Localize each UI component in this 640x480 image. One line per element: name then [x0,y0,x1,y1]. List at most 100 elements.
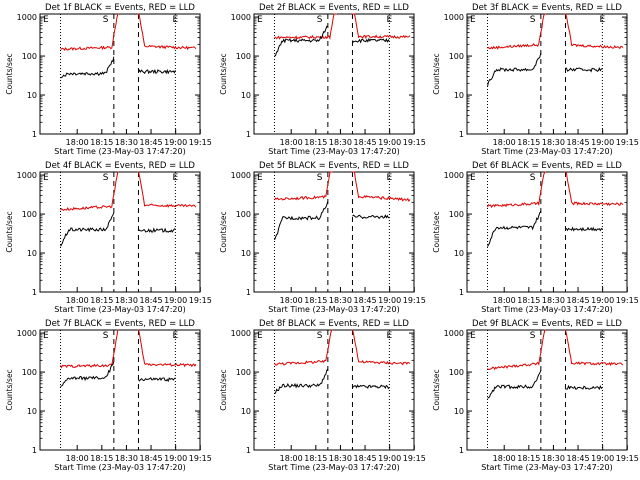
y-axis-label: Counts/sec [432,53,441,94]
x-tick-label: 19:00 [378,138,401,147]
x-tick-label: 18:15 [90,454,113,463]
y-axis-label: Counts/sec [5,211,14,252]
chart-panel: Det 8f BLACK = Events, RED = LLD 1 10 100 10… [219,319,426,472]
series-lld-red [274,13,411,40]
chart-panel: Det 4f BLACK = Events, RED = LLD 1 10 100 10… [5,161,212,314]
marker-s: S [530,15,536,25]
series-lld-red [60,329,197,369]
chart-title: Det 1f BLACK = Events, RED = LLD [45,3,195,13]
x-tick-label: 19:00 [591,296,614,305]
y-axis-label: Counts/sec [219,53,228,94]
x-tick-label: 19:15 [189,454,212,463]
marker-e: E [387,331,393,341]
marker-s: S [103,173,109,183]
y-tick-label: 10 [241,407,251,416]
y-axis-label: Counts/sec [219,211,228,252]
chart-panel: Det 7f BLACK = Events, RED = LLD 1 10 100 10… [5,319,212,472]
x-tick-label: 18:30 [542,138,565,147]
marker-s: S [103,331,109,341]
marker-e: E [387,173,393,183]
x-tick-label: 18:30 [542,296,565,305]
y-tick-label: 100 [449,52,464,61]
x-tick-label: 18:00 [493,138,516,147]
chart-title: Det 9f BLACK = Events, RED = LLD [472,319,622,329]
series-events-black [60,361,176,387]
x-tick-label: 18:00 [280,454,303,463]
chart-panel: Det 2f BLACK = Events, RED = LLD 1 10 100 10… [219,3,426,156]
plot-frame [466,13,628,135]
x-tick-label: 18:45 [354,296,377,305]
y-tick-label: 1 [459,288,464,297]
x-tick-label: 18:45 [567,296,590,305]
x-tick-label: 18:15 [304,296,327,305]
chart-panel: Det 6f BLACK = Events, RED = LLD 1 10 100 10… [432,161,639,314]
x-tick-label: 18:45 [354,138,377,147]
x-tick-label: 18:45 [567,454,590,463]
x-tick-label: 18:45 [140,454,163,463]
y-tick-label: 100 [449,210,464,219]
chart-title: Det 3f BLACK = Events, RED = LLD [472,3,622,13]
x-tick-label: 19:00 [591,454,614,463]
series-events-black [274,201,390,241]
x-tick-label: 18:00 [493,454,516,463]
marker-e: E [173,331,179,341]
marker-e: E [600,173,606,183]
y-tick-label: 100 [22,368,37,377]
x-tick-label: 18:30 [115,454,138,463]
x-tick-label: 18:00 [280,296,303,305]
y-tick-label: 1 [459,446,464,455]
y-tick-label: 1000 [231,329,251,338]
x-axis-label: Start Time (23-May-03 17:47:20) [268,463,399,472]
x-tick-label: 18:15 [304,138,327,147]
marker-s: S [530,331,536,341]
y-axis-label: Counts/sec [432,369,441,410]
marker-s: S [317,15,323,25]
x-tick-label: 19:15 [189,296,212,305]
y-tick-label: 100 [236,210,251,219]
x-tick-label: 18:30 [329,454,352,463]
x-tick-label: 18:00 [66,296,89,305]
y-tick-label: 10 [454,249,464,258]
x-tick-label: 19:15 [403,138,426,147]
series-events-black [60,56,176,79]
plot-frame [253,329,415,451]
series-events-black [487,210,603,247]
y-tick-label: 1000 [444,329,464,338]
marker-s: S [530,173,536,183]
x-tick-label: 18:15 [90,138,113,147]
x-tick-label: 18:30 [329,296,352,305]
plot-frame [39,171,201,293]
plot-frame [466,329,628,451]
y-tick-label: 1000 [231,13,251,22]
marker-e: E [387,15,393,25]
x-tick-label: 18:15 [517,454,540,463]
marker-e-left: E [257,173,263,183]
x-axis-label: Start Time (23-May-03 17:47:20) [481,463,612,472]
y-tick-label: 100 [236,52,251,61]
x-tick-label: 18:45 [354,454,377,463]
y-tick-label: 1 [32,288,37,297]
marker-e-left: E [470,173,476,183]
x-tick-label: 18:00 [493,296,516,305]
x-tick-label: 18:15 [517,138,540,147]
series-lld-red [274,329,411,366]
y-axis-label: Counts/sec [432,211,441,252]
x-axis-label: Start Time (23-May-03 17:47:20) [268,147,399,156]
y-tick-label: 1 [32,130,37,139]
x-tick-label: 19:15 [616,454,639,463]
y-tick-label: 1000 [444,13,464,22]
x-tick-label: 19:00 [378,454,401,463]
y-tick-label: 10 [454,407,464,416]
x-tick-label: 18:00 [66,454,89,463]
marker-e: E [600,15,606,25]
x-tick-label: 18:15 [90,296,113,305]
series-events-black [274,25,390,57]
x-tick-label: 19:00 [164,138,187,147]
plot-frame [253,171,415,293]
series-lld-red [60,171,197,212]
series-lld-red [274,171,411,203]
x-axis-label: Start Time (23-May-03 17:47:20) [481,147,612,156]
y-tick-label: 1000 [17,171,37,180]
y-tick-label: 1 [459,130,464,139]
x-axis-label: Start Time (23-May-03 17:47:20) [268,305,399,314]
